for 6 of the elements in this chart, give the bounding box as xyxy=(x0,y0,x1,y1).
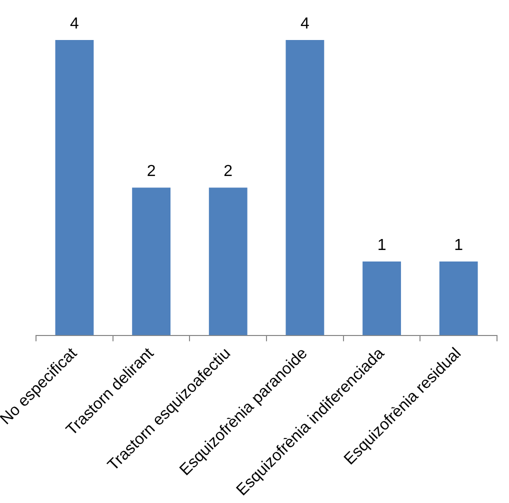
data-label: 4 xyxy=(300,15,310,32)
data-label: 1 xyxy=(377,236,386,254)
data-label: 2 xyxy=(224,163,233,180)
data-label: 2 xyxy=(146,163,156,180)
data-label: 4 xyxy=(70,15,80,32)
data-label: 1 xyxy=(454,236,464,254)
